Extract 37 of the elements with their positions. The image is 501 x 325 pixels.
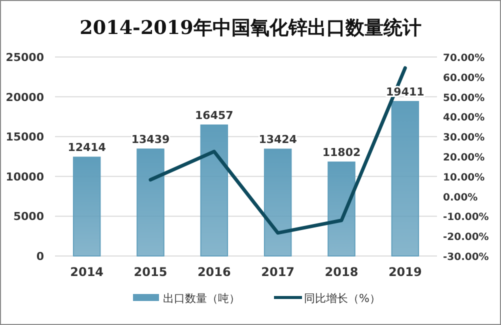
data-label: 13439	[131, 133, 170, 146]
chart-title: 2014-2019年中国氧化锌出口数量统计	[80, 17, 422, 39]
x-tick-label: 2016	[197, 265, 231, 279]
x-tick-label: 2015	[134, 265, 168, 279]
legend-label: 出口数量（吨）	[163, 292, 240, 305]
y2-tick-label: 70.00%	[443, 53, 485, 64]
y-tick-label: 10000	[6, 170, 44, 184]
y2-tick-label: 40.00%	[443, 112, 485, 124]
x-tick-label: 2017	[261, 265, 295, 279]
x-tick-label: 2018	[324, 265, 358, 279]
y-tick-label: 5000	[13, 210, 44, 224]
data-label: 13424	[258, 133, 298, 146]
legend-label: 同比增长（%）	[304, 292, 380, 305]
bar	[200, 124, 228, 256]
x-tick-label: 2014	[70, 265, 104, 279]
y2-tick-label: 0.00%	[443, 192, 478, 204]
bar	[328, 162, 356, 256]
y-tick-label: 25000	[6, 51, 44, 64]
y2-tick-label: -30.00%	[443, 252, 489, 263]
y2-tick-label: -10.00%	[443, 212, 489, 224]
y2-tick-label: 60.00%	[443, 72, 485, 84]
bar	[264, 148, 292, 256]
y-tick-label: 15000	[6, 130, 44, 144]
y2-tick-label: 20.00%	[443, 152, 485, 164]
bar	[391, 100, 420, 256]
data-label: 11802	[322, 146, 361, 160]
bar	[136, 148, 164, 256]
y2-tick-label: -20.00%	[443, 232, 489, 244]
y2-tick-label: 10.00%	[443, 172, 485, 184]
data-label: 16457	[195, 109, 234, 122]
y2-tick-label: 30.00%	[443, 132, 485, 144]
y-tick-label: 20000	[6, 90, 44, 104]
y-tick-label: 0	[36, 250, 44, 263]
data-label: 12414	[68, 141, 106, 154]
y2-tick-label: 50.00%	[443, 92, 485, 104]
x-tick-label: 2019	[388, 265, 422, 279]
bar	[72, 156, 101, 256]
